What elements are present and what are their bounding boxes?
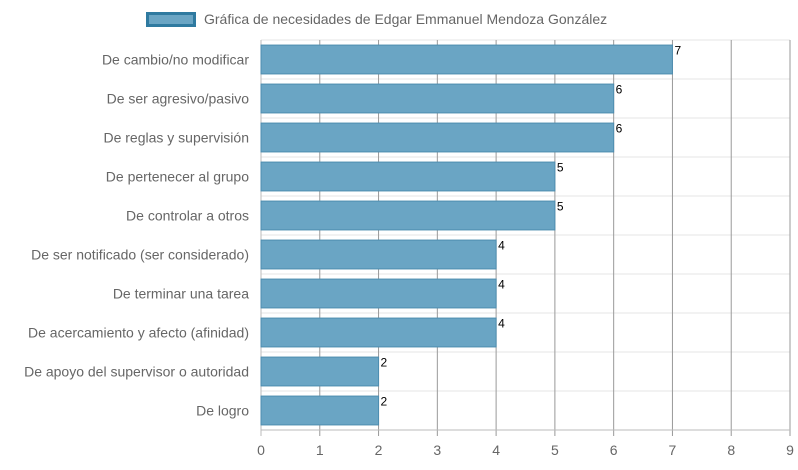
category-label: De acercamiento y afecto (afinidad)	[28, 325, 249, 341]
legend-swatch	[146, 11, 196, 27]
category-label: De controlar a otros	[126, 208, 249, 224]
data-label: 2	[381, 356, 388, 370]
x-tick-label: 6	[610, 442, 618, 458]
category-label: De reglas y supervisión	[103, 130, 249, 146]
x-tick-label: 2	[375, 442, 383, 458]
category-label: De cambio/no modificar	[102, 52, 249, 68]
bar	[260, 44, 673, 75]
x-tick-label: 0	[257, 442, 265, 458]
data-label: 5	[557, 200, 564, 214]
x-tick-label: 3	[433, 442, 441, 458]
category-label: De logro	[196, 403, 249, 419]
chart-legend[interactable]: Gráfica de necesidades de Edgar Emmanuel…	[146, 8, 607, 30]
bar	[260, 395, 380, 426]
data-label: 4	[498, 239, 505, 253]
bar	[260, 239, 497, 270]
bar	[260, 278, 497, 309]
category-label: De ser notificado (ser considerado)	[31, 247, 249, 263]
data-label: 6	[616, 122, 623, 136]
category-label: De pertenecer al grupo	[106, 169, 249, 185]
x-tick-label: 7	[669, 442, 677, 458]
category-label: De apoyo del supervisor o autoridad	[24, 364, 249, 380]
data-label: 2	[381, 395, 388, 409]
bar	[260, 161, 556, 192]
x-tick-label: 8	[727, 442, 735, 458]
data-label: 7	[674, 44, 681, 58]
bar	[260, 200, 556, 231]
x-tick-label: 9	[786, 442, 794, 458]
data-label: 4	[498, 317, 505, 331]
data-label: 4	[498, 278, 505, 292]
x-tick-label: 4	[492, 442, 500, 458]
category-label: De ser agresivo/pasivo	[107, 91, 250, 107]
bar	[260, 356, 380, 387]
x-tick-label: 1	[316, 442, 324, 458]
bar	[260, 83, 615, 114]
bar	[260, 317, 497, 348]
x-tick-label: 5	[551, 442, 559, 458]
legend-label: Gráfica de necesidades de Edgar Emmanuel…	[204, 11, 608, 27]
data-label: 5	[557, 161, 564, 175]
bar	[260, 122, 615, 153]
category-label: De terminar una tarea	[113, 286, 249, 302]
data-label: 6	[616, 83, 623, 97]
